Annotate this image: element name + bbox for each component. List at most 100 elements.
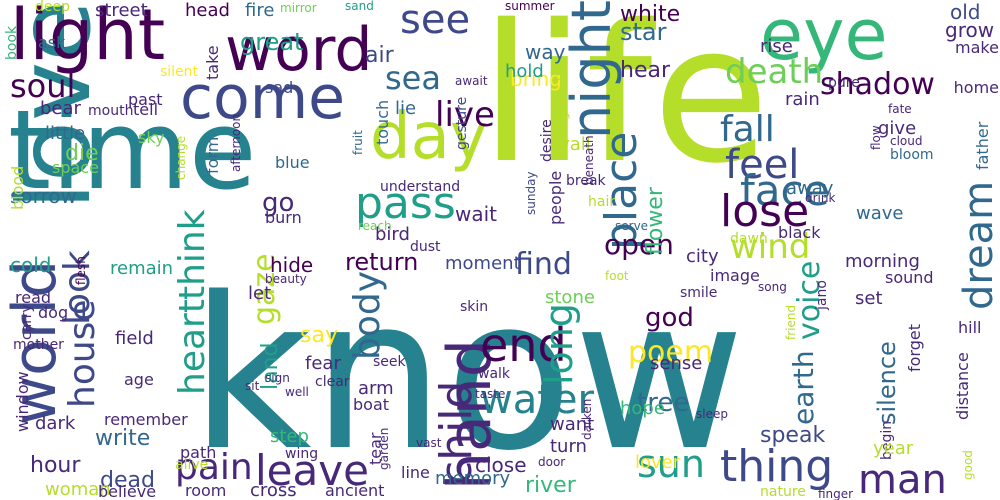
word-earth: earth <box>787 350 820 425</box>
word-sand: sand <box>345 0 374 13</box>
word-sorrow: sorrow <box>10 184 77 208</box>
word-silent: silent <box>160 64 199 80</box>
word-leave: leave <box>255 446 369 495</box>
word-open: open <box>604 228 674 261</box>
word-wave: wave <box>856 203 904 224</box>
word-wall: wall <box>555 134 591 155</box>
word-go: go <box>262 188 295 218</box>
word-father: father <box>973 121 992 170</box>
word-understand: understand <box>380 179 461 195</box>
word-finger: finger <box>818 487 854 500</box>
word-remain: remain <box>110 258 174 279</box>
word-fear: fear <box>305 353 341 374</box>
word-great: great <box>240 28 304 56</box>
word-memory: memory <box>435 468 511 489</box>
word-cold: cold <box>10 253 52 277</box>
word-afternoon: afternoon <box>229 113 243 172</box>
word-sign: sign <box>265 371 290 385</box>
word-morning: morning <box>845 251 920 272</box>
word-fate: fate <box>888 102 912 116</box>
word-blood: blood <box>8 165 27 210</box>
word-boat: boat <box>353 395 390 414</box>
word-grow: grow <box>945 18 995 42</box>
word-black: black <box>778 223 821 242</box>
word-way: way <box>525 40 566 64</box>
word-hill: hill <box>958 318 982 337</box>
word-hide: hide <box>270 253 314 277</box>
word-home: home <box>953 78 999 97</box>
word-age: age <box>124 370 154 389</box>
word-end: end <box>480 318 567 372</box>
word-remember: remember <box>104 410 188 429</box>
word-form: form <box>203 136 222 174</box>
word-walk: walk <box>478 366 511 382</box>
word-say: say <box>300 323 338 348</box>
word-dog: dog <box>38 303 69 322</box>
word-burn: burn <box>265 208 302 227</box>
word-field: field <box>115 328 154 349</box>
word-desire: desire <box>539 119 555 162</box>
word-life: life <box>480 0 770 205</box>
word-read: read <box>15 288 52 307</box>
word-river: river <box>525 473 576 498</box>
word-write: write <box>95 426 151 451</box>
word-path: path <box>180 443 217 462</box>
word-water: water <box>480 377 594 423</box>
word-body: body <box>347 270 388 360</box>
word-close: close <box>475 453 527 477</box>
word-lose: lose <box>720 186 810 237</box>
word-flow: flow <box>869 125 883 150</box>
word-blue: blue <box>275 153 310 172</box>
word-dawn: dawn <box>730 231 768 247</box>
word-sense: sense <box>650 353 703 374</box>
word-poem: poem <box>628 335 714 370</box>
word-smile: smile <box>680 285 718 301</box>
word-heart: heart <box>172 299 213 395</box>
word-arm: arm <box>358 378 394 399</box>
word-find: find <box>515 247 572 282</box>
word-wing: wing <box>285 446 319 462</box>
word-shadow: shadow <box>820 67 935 102</box>
word-vast: vast <box>416 436 442 450</box>
word-drink: drink <box>805 191 836 205</box>
word-fire: fire <box>245 0 275 21</box>
word-pass: pass <box>355 178 456 229</box>
word-old: old <box>950 0 981 24</box>
word-sleep: sleep <box>696 407 728 421</box>
word-friend: friend <box>784 304 798 340</box>
word-hold: hold <box>505 61 544 82</box>
word-lover: lover <box>635 452 681 473</box>
word-gesture: gesture <box>454 96 470 150</box>
word-sit: sit <box>245 379 260 393</box>
word-change: change <box>174 135 188 180</box>
word-nature: nature <box>760 484 806 500</box>
word-speak: speak <box>760 423 826 448</box>
word-thing: thing <box>720 441 834 492</box>
word-come: come <box>180 63 346 133</box>
word-make: make <box>955 38 999 57</box>
word-sunday: sunday <box>524 171 538 215</box>
word-dark: dark <box>35 413 76 434</box>
word-star: star <box>620 18 667 46</box>
word-time: time <box>8 86 257 214</box>
word-ask: ask <box>38 33 66 52</box>
word-past: past <box>128 90 163 109</box>
word-year: year <box>873 438 914 459</box>
word-window: window <box>13 371 32 432</box>
word-space: space <box>52 158 99 177</box>
word-distance: distance <box>953 352 972 420</box>
word-bird: bird <box>375 224 410 245</box>
word-song: song <box>758 280 787 294</box>
word-face: face <box>740 166 830 215</box>
word-break: break <box>566 173 606 189</box>
word-darken: darken <box>580 398 594 440</box>
word-tell: tell <box>133 100 159 119</box>
word-image: image <box>710 266 760 285</box>
word-street: street <box>95 0 148 21</box>
word-room: room <box>185 481 227 500</box>
word-flesh: flesh <box>74 256 88 285</box>
word-cross: cross <box>250 480 297 500</box>
word-rain: rain <box>785 89 820 110</box>
word-air: air <box>365 43 394 68</box>
word-clear: clear <box>315 374 350 390</box>
